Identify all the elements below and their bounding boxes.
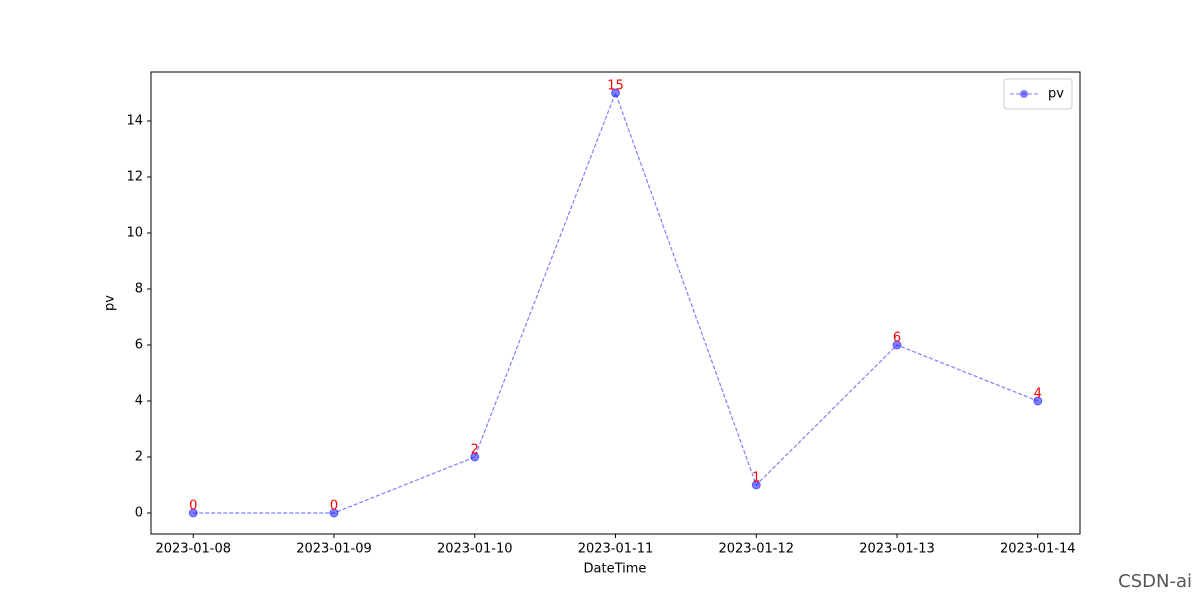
y-tick-label: 4: [135, 394, 143, 409]
y-tick-label: 0: [135, 506, 143, 521]
data-label: 0: [189, 499, 197, 514]
data-point: [751, 480, 761, 490]
y-axis-label: pv: [103, 295, 118, 311]
legend-marker: [1020, 90, 1028, 98]
legend-label: pv: [1048, 87, 1064, 102]
data-point: [188, 508, 198, 518]
data-point: [892, 340, 902, 350]
data-label: 0: [330, 499, 338, 514]
data-label: 1: [752, 471, 760, 486]
y-tick-label: 10: [126, 226, 143, 241]
x-tick-label: 2023-01-08: [155, 542, 231, 557]
x-tick-label: 2023-01-10: [437, 542, 513, 557]
data-point: [329, 508, 339, 518]
data-label: 15: [607, 79, 624, 94]
x-tick-label: 2023-01-12: [718, 542, 794, 557]
y-tick-label: 12: [126, 170, 143, 185]
y-tick-label: 14: [126, 114, 143, 129]
watermark: CSDN-ai: [1118, 571, 1192, 592]
x-tick-label: 2023-01-13: [859, 542, 935, 557]
y-tick-label: 8: [135, 282, 143, 297]
x-tick-label: 2023-01-09: [296, 542, 372, 557]
data-point: [470, 452, 480, 462]
x-axis-label: DateTime: [584, 562, 647, 577]
y-tick-label: 2: [135, 450, 143, 465]
y-tick-label: 6: [135, 338, 143, 353]
data-label: 6: [893, 331, 901, 346]
x-tick-label: 2023-01-14: [1000, 542, 1076, 557]
data-label: 2: [471, 443, 479, 458]
data-point: [1033, 396, 1043, 406]
data-label: 4: [1034, 387, 1042, 402]
x-tick-label: 2023-01-11: [578, 542, 654, 557]
data-point: [611, 88, 620, 98]
